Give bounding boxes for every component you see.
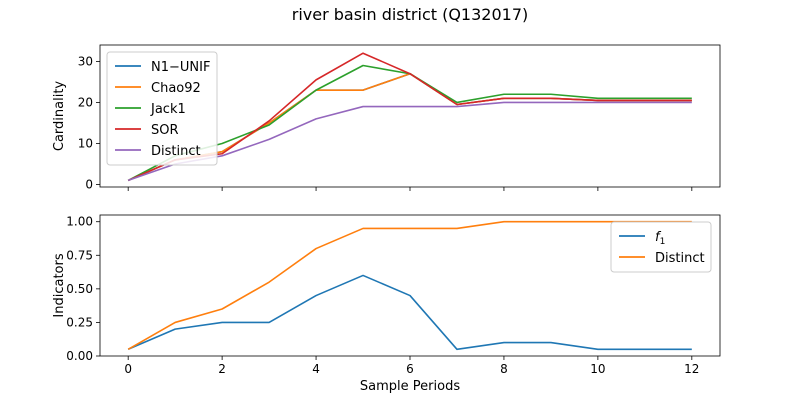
cardinality-legend-label-0: N1−UNIF [151, 60, 210, 75]
cardinality-legend-label-3: SOR [151, 123, 179, 138]
indicators-y-tick-label: 0.00 [66, 349, 93, 363]
indicators-x-axis-label: Sample Periods [360, 379, 460, 394]
cardinality-legend-box [106, 51, 218, 166]
indicators-x-tick-label: 6 [406, 362, 414, 376]
indicators-x-tick-label: 10 [590, 362, 605, 376]
indicators-x-tick-label: 0 [124, 362, 132, 376]
cardinality-y-tick-label: 0 [85, 178, 93, 192]
cardinality-legend-label-4: Distinct [151, 144, 201, 159]
indicators-y-tick-label: 0.75 [66, 248, 93, 262]
indicators-y-tick-label: 0.25 [66, 315, 93, 329]
cardinality-series-line-3 [127, 52, 692, 182]
indicators-x-tick-label: 4 [312, 362, 320, 376]
cardinality-legend-label-1: Chao92 [151, 81, 201, 96]
indicators-x-tick-label: 12 [684, 362, 699, 376]
cardinality-y-tick-label: 10 [78, 136, 93, 150]
indicators-plot: 0 2 4 6 8 10 12 0.00 0.25 0.50 0.75 1.00 Indicators S… [52, 214, 721, 394]
indicators-legend-label-0: f1 [655, 230, 665, 247]
cardinality-legend: N1−UNIF Chao92 Jack1 SOR Distinct [106, 51, 218, 166]
indicators-y-axis-label: Indicators [52, 253, 67, 317]
cardinality-plot: 0 10 20 30 Cardinality N1−UNIF Chao92 Jack1 SOR D… [52, 44, 721, 192]
indicators-x-tick-label: 2 [218, 362, 226, 376]
indicators-legend-label-1: Distinct [655, 251, 705, 266]
indicators-series-line-0 [127, 274, 692, 351]
indicators-y-tick-label: 0.50 [66, 282, 93, 296]
figure-title: river basin district (Q132017) [292, 5, 529, 24]
cardinality-y-axis-label: Cardinality [52, 81, 67, 152]
indicators-y-tick-label: 1.00 [66, 215, 93, 229]
indicators-legend: f1 Distinct [610, 221, 712, 273]
cardinality-legend-label-2: Jack1 [150, 102, 186, 117]
indicators-series-line-1 [127, 220, 692, 350]
indicators-legend-box [610, 221, 712, 273]
indicators-x-tick-label: 8 [500, 362, 508, 376]
cardinality-y-tick-label: 20 [78, 95, 93, 109]
cardinality-y-tick-label: 30 [78, 54, 93, 68]
cardinality-series-line-4 [127, 101, 692, 182]
